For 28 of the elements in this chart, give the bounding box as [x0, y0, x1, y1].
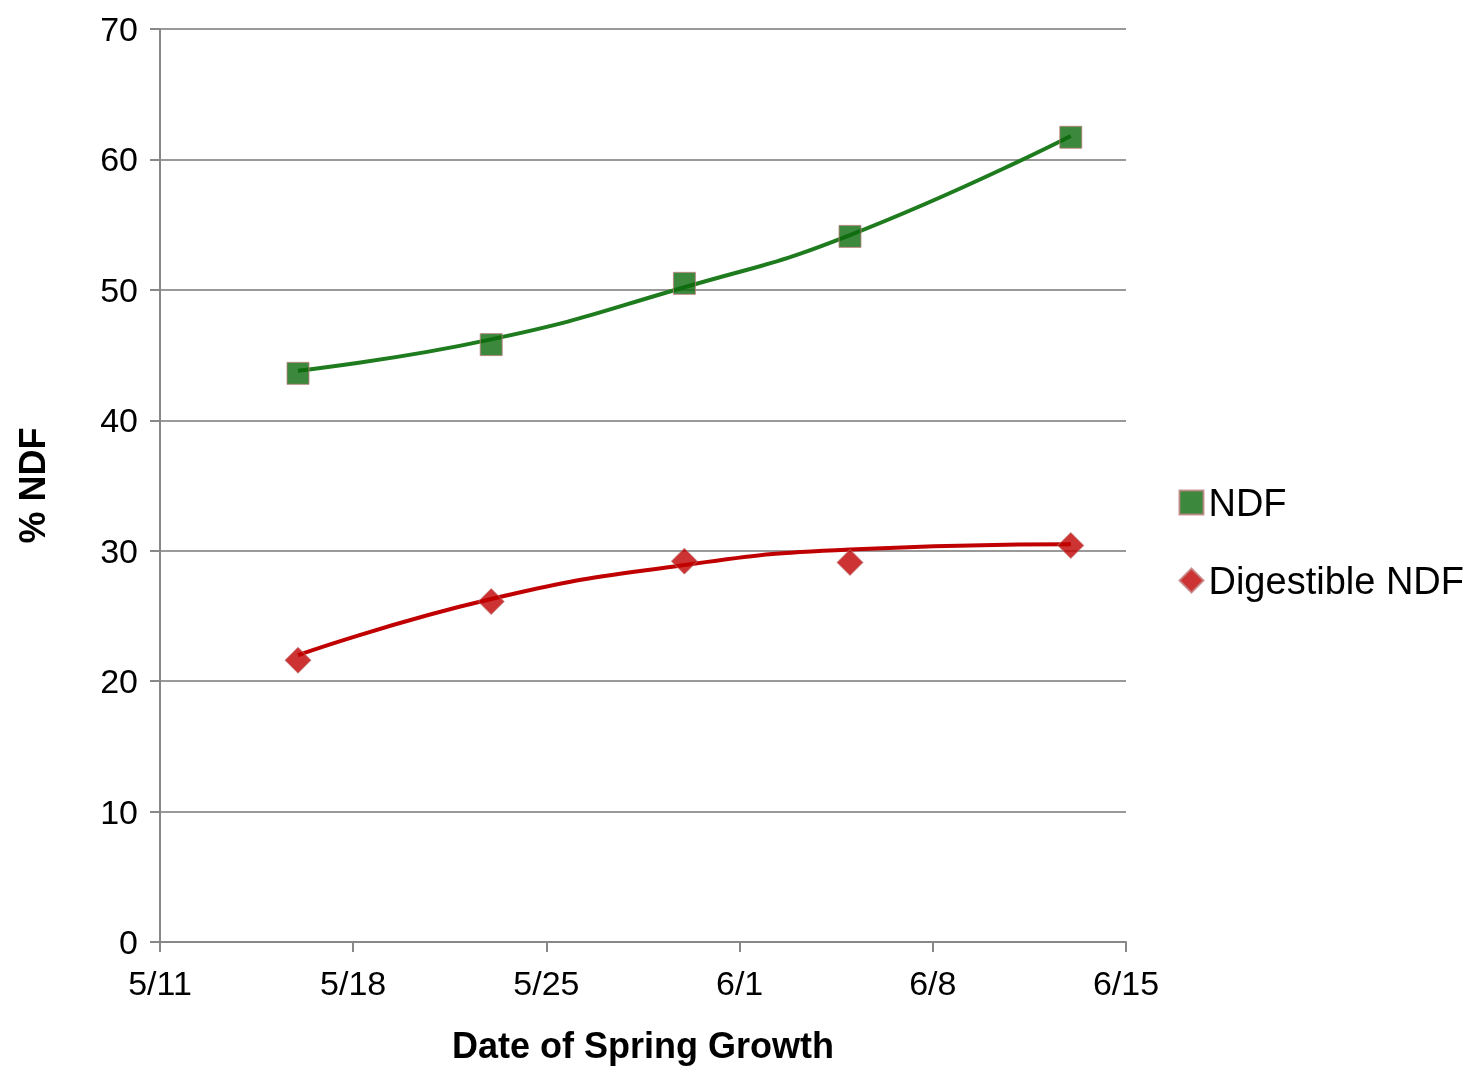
point [479, 333, 503, 357]
point [286, 361, 310, 385]
point [838, 224, 862, 248]
x-tick-label: 6/8 [909, 964, 957, 1002]
y-tick-label: 10 [100, 792, 138, 831]
point [1057, 532, 1085, 559]
x-axis-title: Date of Spring Growth [452, 1024, 834, 1066]
y-tick-label: 40 [100, 401, 138, 440]
y-tick-label: 20 [100, 662, 138, 701]
x-tick-label: 5/11 [128, 964, 192, 1002]
legend-label: NDF [1208, 481, 1287, 524]
point [670, 547, 698, 575]
point [836, 548, 864, 576]
point [477, 588, 505, 616]
point [284, 646, 312, 674]
y-axis-title: % NDF [11, 427, 53, 544]
y-tick-label: 0 [119, 923, 138, 961]
point [672, 271, 696, 295]
x-tick-label: 5/25 [513, 964, 580, 1002]
x-tick-label: 5/18 [320, 964, 387, 1002]
x-tick-label: 6/15 [1092, 964, 1160, 1002]
y-tick-label: 60 [100, 140, 138, 179]
y-tick-label: 30 [100, 531, 138, 570]
x-tick-label: 6/1 [715, 964, 764, 1002]
legend-label: Digestible NDF [1208, 559, 1465, 602]
y-tick-label: 70 [100, 10, 138, 48]
point [1059, 125, 1083, 149]
y-tick-label: 50 [100, 270, 138, 309]
